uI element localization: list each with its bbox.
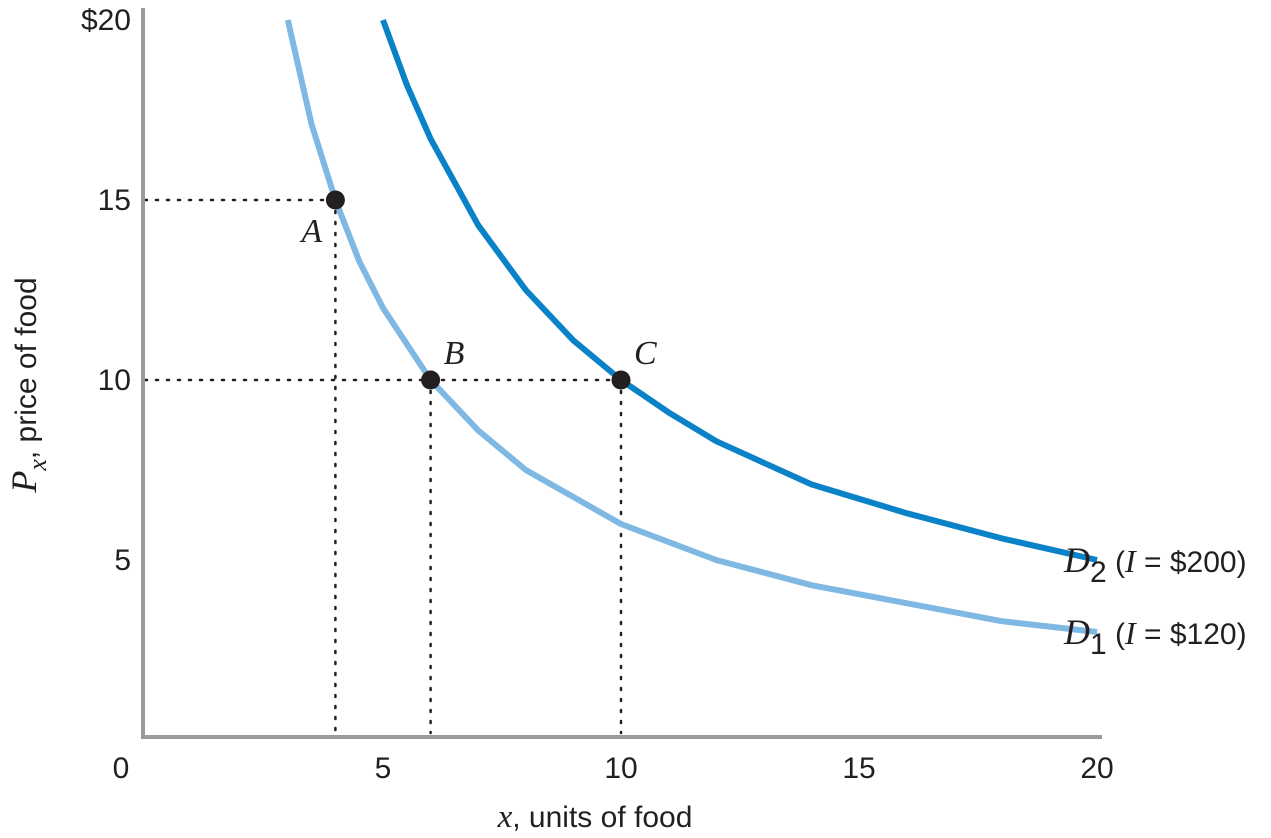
- x-tick-label: 15: [842, 752, 875, 785]
- curve-label-d2: D2 (I = $200): [1063, 540, 1247, 589]
- demand-curves: [284, 18, 1098, 635]
- point-a: [325, 190, 345, 210]
- point-c: [611, 370, 631, 390]
- y-tick-label: $20: [81, 4, 131, 37]
- y-tick-label: 5: [114, 544, 131, 577]
- point-label-c: C: [634, 335, 657, 372]
- data-points: A B C: [299, 190, 657, 390]
- tick-labels: 0 5 10 15 20 5 10 15 $20: [81, 4, 1114, 785]
- y-tick-label: 15: [98, 184, 131, 217]
- y-tick-label: 10: [98, 364, 131, 397]
- axes: [141, 8, 1102, 739]
- point-label-b: B: [444, 335, 465, 372]
- y-axis-title: Px, price of food: [4, 277, 52, 493]
- curve-d1: [284, 19, 1098, 635]
- curve-label-d1: D1 (I = $120): [1063, 612, 1247, 661]
- curve-d2: [380, 18, 1098, 563]
- point-b: [421, 370, 441, 390]
- x-tick-label: 10: [604, 752, 637, 785]
- x-tick-label: 5: [375, 752, 392, 785]
- point-label-a: A: [299, 213, 322, 250]
- curve-labels: D1 (I = $120) D2 (I = $200): [1063, 540, 1247, 661]
- x-tick-label: 0: [113, 752, 130, 785]
- guide-lines: [143, 198, 623, 735]
- x-tick-label: 20: [1080, 752, 1113, 785]
- x-axis-title: x, units of food: [497, 799, 693, 835]
